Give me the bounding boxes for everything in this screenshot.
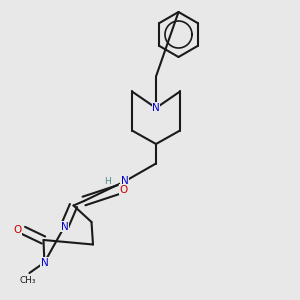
Text: N: N	[40, 257, 48, 268]
Text: N: N	[61, 221, 68, 232]
Text: H: H	[105, 177, 111, 186]
Text: N: N	[152, 103, 160, 113]
Text: O: O	[13, 225, 22, 236]
Text: CH₃: CH₃	[20, 276, 36, 285]
Text: O: O	[120, 184, 128, 195]
Text: N: N	[121, 176, 128, 187]
